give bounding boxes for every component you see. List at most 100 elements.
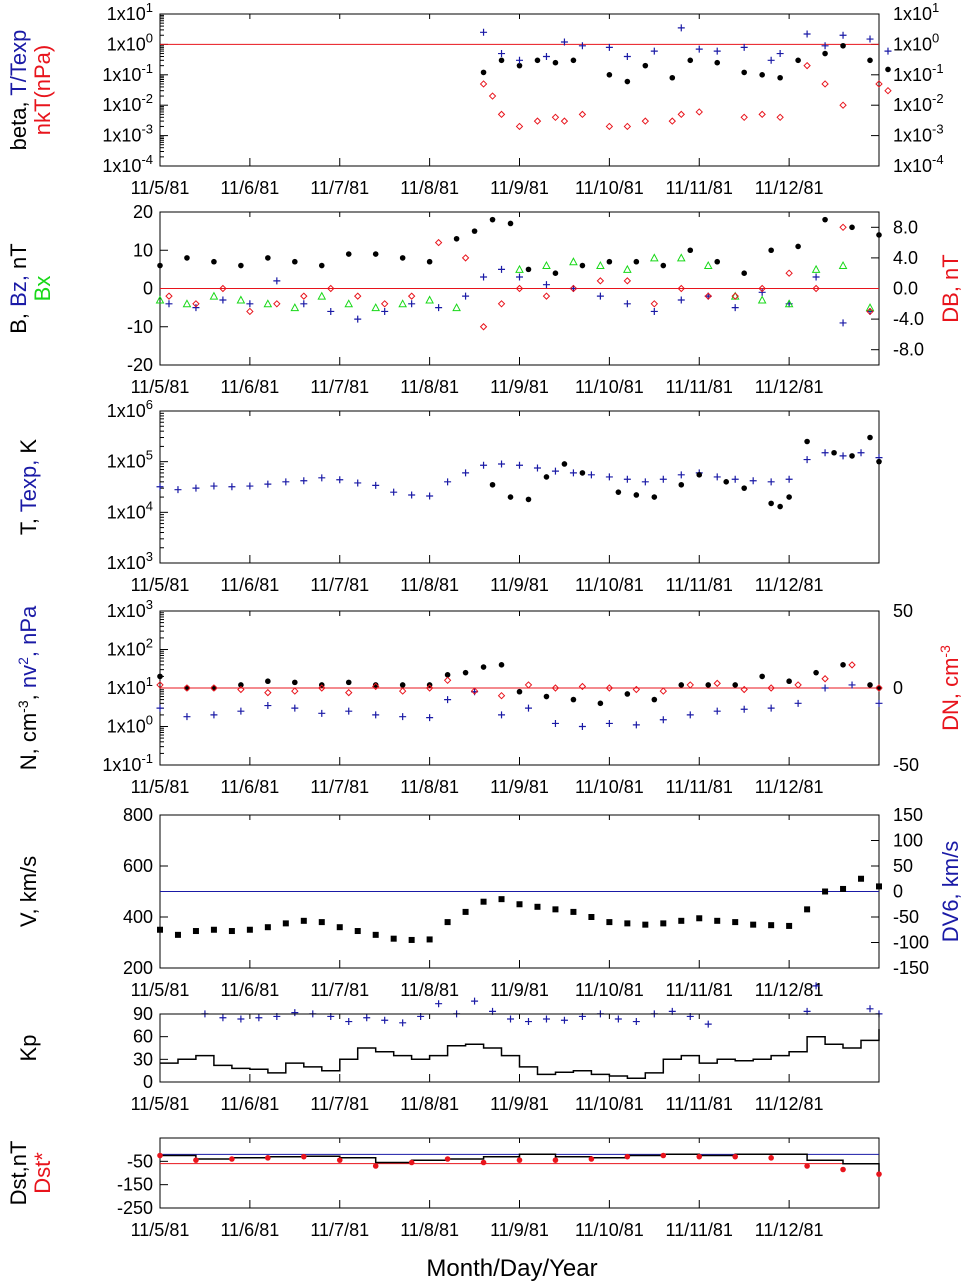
data-point (434, 238, 443, 247)
data-point (184, 255, 190, 261)
data-point (713, 707, 721, 715)
data-point (480, 1159, 487, 1166)
data-point (713, 47, 721, 55)
data-point (516, 273, 523, 281)
data-point (605, 684, 614, 692)
data-point (570, 57, 577, 64)
data-point (642, 62, 649, 69)
data-point (795, 243, 801, 250)
right-y-tick-label: 1x10-3 (893, 122, 944, 146)
x-tick-label: 11/10/81 (575, 575, 644, 595)
data-point (767, 478, 775, 486)
x-tick-label: 11/10/81 (575, 178, 644, 198)
data-point (650, 300, 659, 308)
data-point (435, 304, 443, 312)
data-point (677, 296, 685, 304)
data-point (587, 471, 595, 479)
data-point (498, 265, 506, 273)
plot-frame (159, 1137, 880, 1209)
y-axis-title: nkT(nPa) (30, 45, 55, 135)
data-point (246, 482, 254, 490)
y-axis-title: V, km/s (16, 856, 41, 927)
data-point (848, 661, 856, 669)
data-point (840, 662, 846, 668)
series-1 (156, 681, 883, 730)
data-point (444, 672, 451, 678)
x-tick-label: 11/5/81 (131, 377, 190, 397)
x-tick-label: 11/5/81 (131, 980, 190, 1000)
data-point (363, 1014, 371, 1022)
data-point (803, 456, 811, 464)
data-point (606, 919, 613, 926)
data-point (398, 299, 408, 308)
data-point (498, 711, 506, 719)
x-tick-label: 11/11/81 (666, 777, 733, 797)
y-tick-label: 1x100 (107, 713, 153, 737)
data-point (426, 258, 433, 265)
right-y-tick-label: 1x10-4 (893, 152, 944, 176)
y-tick-label: 800 (123, 805, 153, 825)
data-point (551, 467, 559, 475)
data-point (480, 69, 487, 76)
data-point (209, 291, 219, 300)
data-point (677, 471, 685, 479)
data-point (623, 277, 632, 285)
data-point (300, 477, 308, 485)
x-tick-label: 11/12/81 (755, 178, 824, 198)
y-tick-label: 20 (133, 202, 153, 222)
right-y-tick-label: 0 (893, 882, 903, 902)
data-point (570, 908, 577, 915)
data-point (704, 292, 712, 300)
x-tick-label: 11/9/81 (490, 178, 549, 198)
data-point (372, 682, 379, 688)
data-point (776, 113, 784, 122)
data-point (480, 898, 487, 905)
y-tick-label: -20 (127, 355, 153, 375)
data-point (867, 682, 873, 688)
plot-frame (159, 13, 880, 167)
data-point (435, 1000, 443, 1008)
data-point (237, 685, 245, 694)
data-point (507, 1015, 515, 1023)
data-point (157, 926, 163, 933)
data-point (291, 704, 299, 712)
data-point (866, 307, 874, 316)
right-y-axis-title: DN, cm-3 (937, 645, 963, 731)
y-axis-title: Bx (30, 276, 55, 302)
y-axis-title: beta, T/Texp (6, 30, 31, 151)
data-point (291, 687, 299, 695)
y-tick-label: 30 (133, 1049, 153, 1069)
right-y-tick-label: 150 (893, 805, 923, 825)
data-point (786, 922, 793, 929)
data-point (714, 59, 721, 66)
data-point (740, 685, 748, 694)
y-tick-label: 0 (143, 279, 153, 299)
data-point (408, 1159, 415, 1166)
x-tick-label: 11/8/81 (400, 777, 459, 797)
y-tick-label: 600 (123, 856, 153, 876)
x-tick-label: 11/9/81 (490, 575, 549, 595)
x-tick-label: 11/8/81 (400, 575, 459, 595)
data-point (498, 662, 505, 668)
data-point (839, 223, 847, 232)
data-point (804, 1163, 810, 1169)
data-point (444, 919, 451, 926)
data-point (192, 928, 199, 935)
data-point (263, 299, 273, 308)
data-point (758, 110, 766, 119)
data-point (623, 475, 631, 483)
data-point (696, 472, 703, 478)
data-point (542, 1015, 550, 1023)
data-point (741, 270, 747, 277)
data-point (211, 685, 217, 691)
data-point (444, 478, 452, 486)
data-point (848, 681, 856, 689)
x-tick-label: 11/6/81 (221, 575, 280, 595)
x-tick-label: 11/5/81 (131, 575, 190, 595)
x-tick-label: 11/7/81 (310, 1220, 369, 1240)
data-point (794, 699, 802, 707)
data-point (408, 936, 415, 943)
data-point (155, 295, 165, 304)
x-tick-label: 11/12/81 (755, 1094, 824, 1114)
data-point (759, 673, 765, 680)
